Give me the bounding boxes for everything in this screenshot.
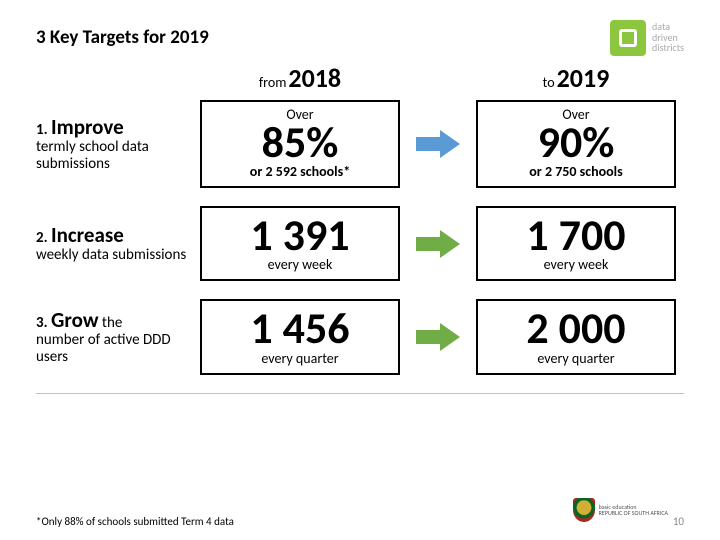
column-headers: from2018 to2019: [36, 62, 684, 94]
arrow-1: [400, 132, 476, 156]
from-box-3: 1 456 every quarter: [200, 299, 400, 374]
target-label-3: 3. Grow the number of active DDD users: [36, 308, 200, 367]
col-head-from: from2018: [200, 62, 400, 94]
brand-logo: data driven districts: [610, 20, 684, 56]
to-box-1: Over 90% or 2 750 schools: [476, 100, 676, 188]
arrow-3: [400, 325, 476, 349]
from-box-2: 1 391 every week: [200, 206, 400, 281]
arrow-right-icon: [416, 232, 460, 256]
page-number: 10: [673, 515, 684, 528]
target-label-2: 2. Increase weekly data submissions: [36, 223, 200, 265]
arrow-right-icon: [416, 132, 460, 156]
arrow-right-icon: [416, 325, 460, 349]
target-label-1: 1. Improve termly school data submission…: [36, 115, 200, 174]
footer: *Only 88% of schools submitted Term 4 da…: [36, 515, 684, 528]
divider: [36, 393, 684, 394]
target-row-3: 3. Grow the number of active DDD users 1…: [36, 299, 684, 374]
target-row-1: 1. Improve termly school data submission…: [36, 100, 684, 188]
to-box-2: 1 700 every week: [476, 206, 676, 281]
col-head-to: to2019: [476, 62, 676, 94]
logo-icon: [610, 20, 646, 56]
slide: 3 Key Targets for 2019 data driven distr…: [0, 0, 720, 540]
target-row-2: 2. Increase weekly data submissions 1 39…: [36, 206, 684, 281]
slide-title: 3 Key Targets for 2019: [36, 26, 209, 49]
header: 3 Key Targets for 2019 data driven distr…: [36, 20, 684, 56]
from-box-1: Over 85% or 2 592 schools*: [200, 100, 400, 188]
arrow-2: [400, 232, 476, 256]
footnote: *Only 88% of schools submitted Term 4 da…: [36, 515, 234, 528]
logo-text: data driven districts: [652, 22, 684, 54]
to-box-3: 2 000 every quarter: [476, 299, 676, 374]
